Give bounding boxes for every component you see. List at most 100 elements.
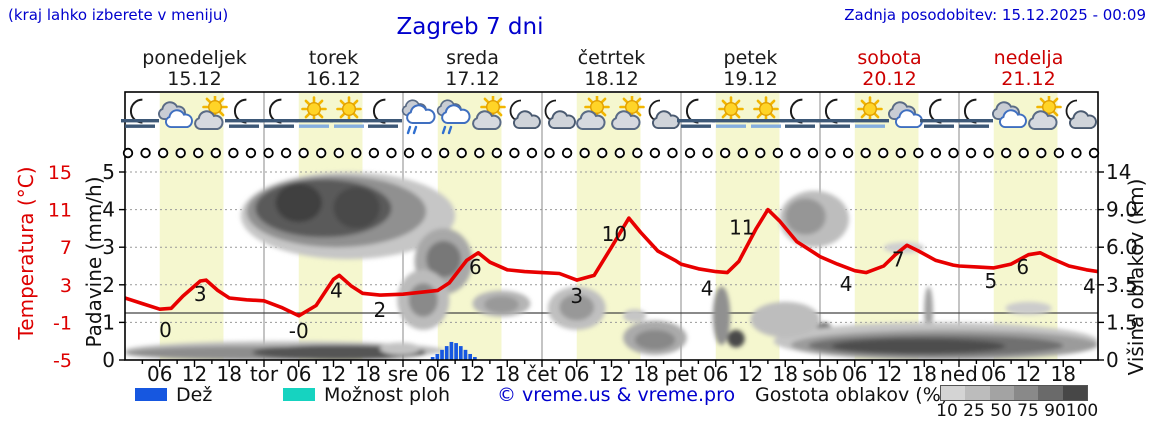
x-axis-label: sre [388, 362, 419, 386]
moon-icon [234, 98, 247, 124]
moon-phase-circle [298, 147, 309, 159]
x-axis-label: tor [250, 362, 279, 386]
sun-icon [335, 96, 362, 122]
weather-icon-moon-fog [676, 96, 716, 140]
fog-icon [364, 119, 403, 128]
cloud-region [1005, 301, 1052, 315]
density-segment [941, 386, 966, 400]
day-date: 19.12 [723, 68, 778, 90]
rain-bar [463, 349, 468, 360]
density-tick-label: 10 [936, 401, 958, 421]
cloud-tick-label: 9.0 [1106, 198, 1138, 222]
cloud-region [275, 183, 322, 223]
day-header: četrtek 18.12 [542, 48, 681, 90]
weather-icon-clouds [155, 96, 195, 140]
moon-phase-circle [403, 147, 415, 159]
weather-icon-cloud-rain [433, 96, 473, 140]
x-axis-label: 06 [981, 362, 1006, 386]
weather-icon-sun-fog [850, 96, 890, 140]
copyright-link[interactable]: © vreme.us & vreme.pro [497, 384, 736, 406]
cloud-icon [610, 110, 641, 130]
moon-phase-circle [895, 147, 907, 159]
x-axis-label: 12 [182, 362, 207, 386]
moon-phase-circle [597, 147, 608, 159]
temperature-value-label: 6 [1016, 255, 1029, 279]
raindrops-icon [406, 125, 418, 135]
rain-bar [454, 343, 458, 360]
moon-phase-circle [948, 147, 959, 159]
temperature-value-label: 0 [159, 318, 172, 342]
cloud-icon [471, 110, 502, 130]
x-axis-label: 06 [425, 362, 450, 386]
moon-phase-circle [702, 147, 713, 159]
moon-icon [269, 98, 282, 124]
x-axis-label: 06 [564, 362, 589, 386]
page-title: Zagreb 7 dni [396, 14, 544, 40]
rain-legend-swatch [135, 388, 167, 401]
day-header: sreda 17.12 [403, 48, 542, 90]
cloud-icon [513, 110, 542, 130]
moon-phase-circle [878, 147, 889, 159]
cloud-tick-label: 0 [1106, 348, 1119, 372]
moon-phase-circle [860, 147, 871, 159]
precip-tick-label: 1 [102, 310, 115, 334]
x-axis-label: 06 [147, 362, 172, 386]
cloud-icon [1027, 110, 1058, 130]
cloud-region [484, 296, 519, 314]
weather-icon-clouds [989, 96, 1029, 140]
temperature-value-label: 4 [840, 272, 853, 296]
moon-phase-circle [737, 147, 748, 159]
temperature-value-label: 10 [602, 222, 627, 246]
x-axis-label: 12 [321, 362, 346, 386]
cloud-icon [1069, 110, 1098, 130]
day-name: sobota [857, 47, 922, 69]
weather-icon-sun-fog [294, 96, 334, 140]
fog-icon [294, 119, 333, 128]
moon-phase-circle [386, 147, 397, 159]
cloud-region [634, 329, 676, 350]
cloud-density-gradient [940, 385, 1088, 401]
fog-icon [850, 119, 889, 128]
weather-icon-sun-fog [746, 96, 786, 140]
x-axis-label: 12 [460, 362, 485, 386]
x-axis-label: 12 [877, 362, 902, 386]
weather-icon-sun-cloud [468, 94, 508, 140]
cloud-region [831, 338, 1006, 354]
cloud-region [785, 198, 826, 235]
density-segment [965, 386, 990, 400]
moon-phase-circle [561, 147, 573, 159]
cloud-icon [440, 104, 471, 124]
moon-phase-row [122, 147, 1100, 159]
moon-phase-circle [228, 147, 239, 159]
temperature-value-label: 4 [330, 278, 343, 302]
cloud-region [333, 187, 380, 229]
weather-icon-moon-fog [120, 96, 160, 140]
density-segment [1062, 386, 1087, 400]
moon-phase-circle [965, 147, 977, 159]
moon-icon [130, 98, 143, 124]
cloud-region [379, 342, 421, 355]
x-axis-label: sob [802, 362, 837, 386]
moon-phase-circle [807, 147, 819, 159]
raindrops-icon [441, 125, 452, 135]
x-axis-label: 06 [703, 362, 728, 386]
sun-icon [1035, 94, 1062, 120]
moon-phase-circle [210, 147, 222, 159]
temperature-value-label: 4 [701, 277, 714, 301]
weather-icon-moon-cloud [502, 96, 542, 140]
moon-phase-circle [122, 147, 134, 159]
density-tick-label: 25 [963, 401, 985, 421]
rain-bar [449, 341, 454, 360]
day-name: četrtek [577, 47, 646, 69]
cloud-icon [164, 109, 193, 129]
day-date: 20.12 [862, 68, 917, 90]
cloud-icon [575, 110, 606, 130]
cloud-density-label: Gostota oblakov (%) [755, 384, 949, 406]
cloud-icon [406, 104, 436, 124]
cloud-region [750, 301, 820, 338]
moon-phase-circle [193, 147, 204, 159]
cloud-region [559, 294, 595, 321]
temperature-value-label: 2 [373, 298, 386, 322]
temperature-value-label: 6 [469, 255, 482, 279]
precip-tick-label: 4 [102, 198, 115, 222]
